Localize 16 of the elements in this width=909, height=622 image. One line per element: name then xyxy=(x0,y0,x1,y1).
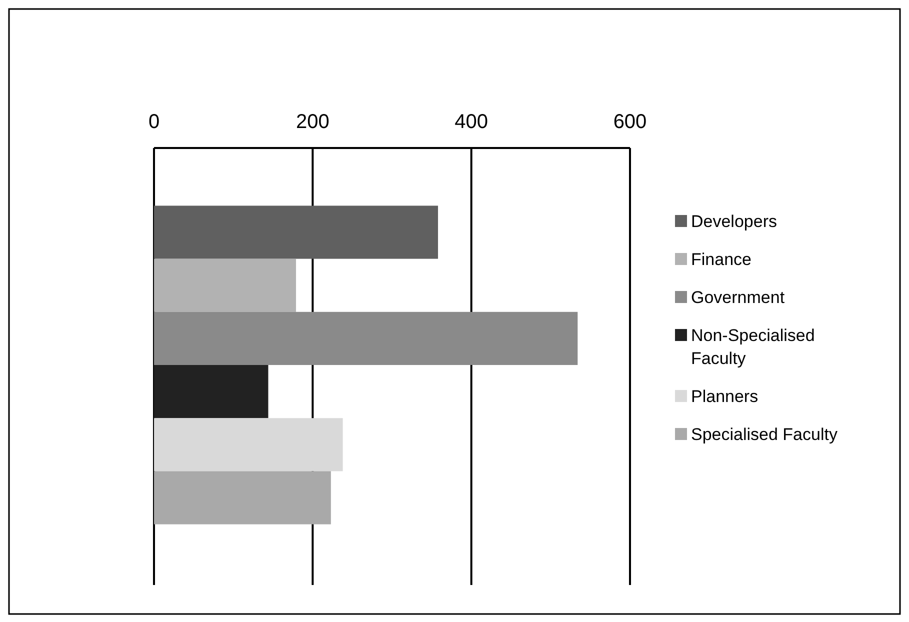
x-tick-label: 0 xyxy=(148,111,160,133)
legend-label: Government xyxy=(691,288,785,307)
legend-label: Developers xyxy=(691,212,777,231)
x-tick-label: 400 xyxy=(454,111,488,133)
bar xyxy=(154,365,268,418)
bar xyxy=(154,258,296,312)
bar xyxy=(154,418,343,472)
legend-label: Non-Specialised Faculty xyxy=(691,326,815,368)
bar xyxy=(154,312,578,365)
legend-label: Finance xyxy=(691,250,752,269)
x-tick-label: 200 xyxy=(296,111,330,133)
legend-label: Planners xyxy=(691,387,758,406)
bar xyxy=(154,206,438,259)
x-tick-label: 600 xyxy=(613,111,647,133)
legend-label: Specialised Faculty xyxy=(691,425,838,444)
bar xyxy=(154,471,331,524)
